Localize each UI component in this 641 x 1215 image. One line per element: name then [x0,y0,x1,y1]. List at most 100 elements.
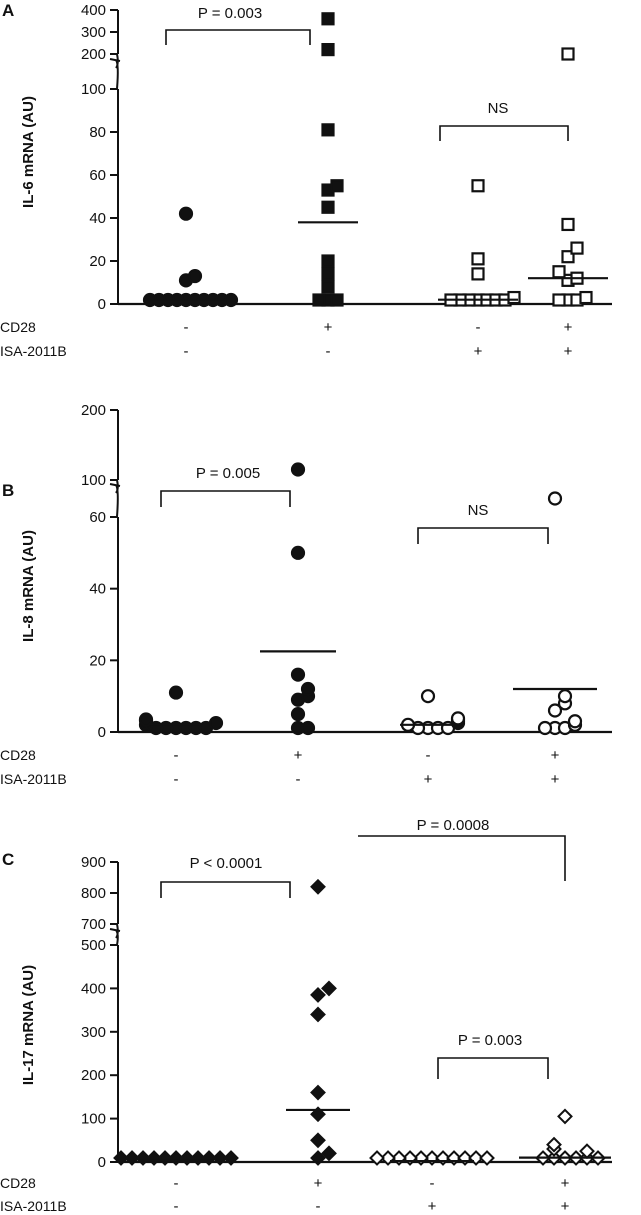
isa-sign: - [174,1198,179,1215]
y-tick-label: 700 [81,916,106,933]
cd28-sign: + [314,1175,323,1192]
data-point [321,980,337,997]
cd28-sign: - [426,747,431,764]
data-point [579,290,593,305]
axis-break [115,59,119,90]
y-tick-label: 300 [81,24,106,41]
data-point [471,252,485,266]
data-point [420,689,436,704]
data-point [547,491,563,506]
data-point [552,293,566,307]
bracket-line [437,1057,549,1079]
data-point [310,1084,326,1101]
cd28-sign: - [174,1175,179,1192]
significance-label: NS [468,502,489,519]
data-point [561,47,575,61]
panel-b: B IL-8 mRNA (AU) 0 20 40 60 100 200 - - + - - + + + CD28… [0,402,612,788]
axis-break-mark [109,58,121,62]
isa-label: ISA-2011B [0,343,67,359]
y-tick-label: 200 [81,46,106,63]
data-point [142,292,158,308]
significance-label: NS [488,100,509,117]
group-4 [513,491,597,736]
group-2 [286,878,350,1166]
cd28-label: CD28 [0,1175,36,1191]
group-2 [260,462,336,736]
bracket-line [417,527,549,544]
y-axis-label: IL-6 mRNA (AU) [20,96,37,208]
significance-bracket: NS [439,100,569,141]
group-3 [438,179,521,307]
data-point [187,268,203,284]
axis-break [115,484,119,518]
data-point [208,715,224,731]
data-point [547,703,563,718]
y-tick-label: 60 [89,509,106,526]
data-point [330,293,344,307]
group-4 [528,47,608,307]
data-point [223,1150,239,1166]
cd28-sign: + [564,319,573,336]
data-point [570,241,584,255]
group-1 [142,206,239,308]
data-point [552,265,566,279]
data-point [450,711,466,726]
bracket-line [160,490,291,507]
significance-bracket: P = 0.0008 [358,817,566,881]
isa-sign: + [474,343,483,360]
data-point [479,1150,495,1166]
data-point [138,712,154,727]
data-point [471,267,485,281]
data-point [321,123,335,137]
isa-sign: - [326,343,331,360]
cd28-sign: + [294,747,303,764]
y-tick-label: 20 [89,253,106,270]
significance-label: P = 0.0008 [417,817,490,834]
data-point [290,667,306,682]
group-4 [519,1108,611,1166]
data-point [310,986,326,1003]
isa-sign: + [551,771,560,788]
data-point [321,280,335,294]
panel-letter: B [2,481,14,500]
y-tick-label: 900 [81,854,106,871]
isa-sign: + [561,1198,570,1215]
isa-sign: + [564,343,573,360]
data-point [557,689,573,704]
y-tick-label: 40 [89,210,106,227]
isa-sign: - [316,1198,321,1215]
data-point [312,293,326,307]
significance-label: P = 0.005 [196,465,260,482]
cd28-sign: - [430,1175,435,1192]
data-point [178,206,194,221]
y-tick-label: 400 [81,980,106,997]
significance-bracket: P = 0.003 [165,5,311,45]
y-tick-label: 20 [89,652,106,669]
data-point [321,12,335,26]
y-axis-label: IL-8 mRNA (AU) [20,530,37,642]
data-point [310,1150,326,1166]
bracket-line [358,835,566,881]
significance-bracket: P < 0.0001 [160,855,291,898]
data-point [330,179,344,193]
y-tick-label: 0 [98,1154,106,1171]
data-point [546,1136,562,1153]
data-point [321,200,335,214]
isa-sign: + [428,1198,437,1215]
cd28-label: CD28 [0,747,36,763]
data-point [290,545,306,560]
isa-sign: - [174,771,179,788]
data-point [321,254,335,268]
cd28-sign: + [324,319,333,336]
significance-bracket: NS [417,502,549,544]
group-1 [113,1150,239,1166]
significance-bracket: P = 0.005 [160,465,291,507]
y-tick-label: 800 [81,885,106,902]
y-tick-label: 300 [81,1024,106,1041]
data-point [321,1145,337,1162]
y-tick-label: 0 [98,724,106,741]
data-point [310,1006,326,1023]
data-point [321,267,335,281]
cd28-sign: - [184,319,189,336]
